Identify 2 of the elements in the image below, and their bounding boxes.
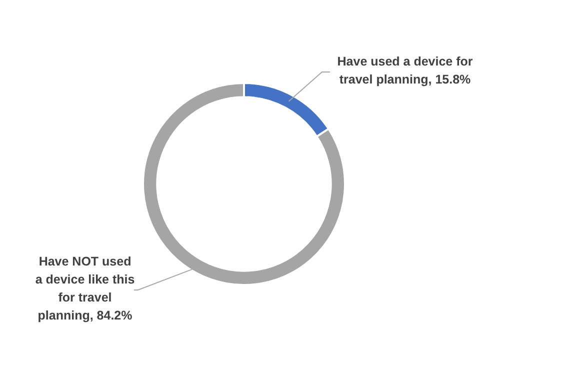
slice-label: Have used a device for travel planning, 15.8% (337, 54, 473, 86)
slice-label: Have NOT used a device like this for travel planning, 84.2% (35, 254, 135, 322)
